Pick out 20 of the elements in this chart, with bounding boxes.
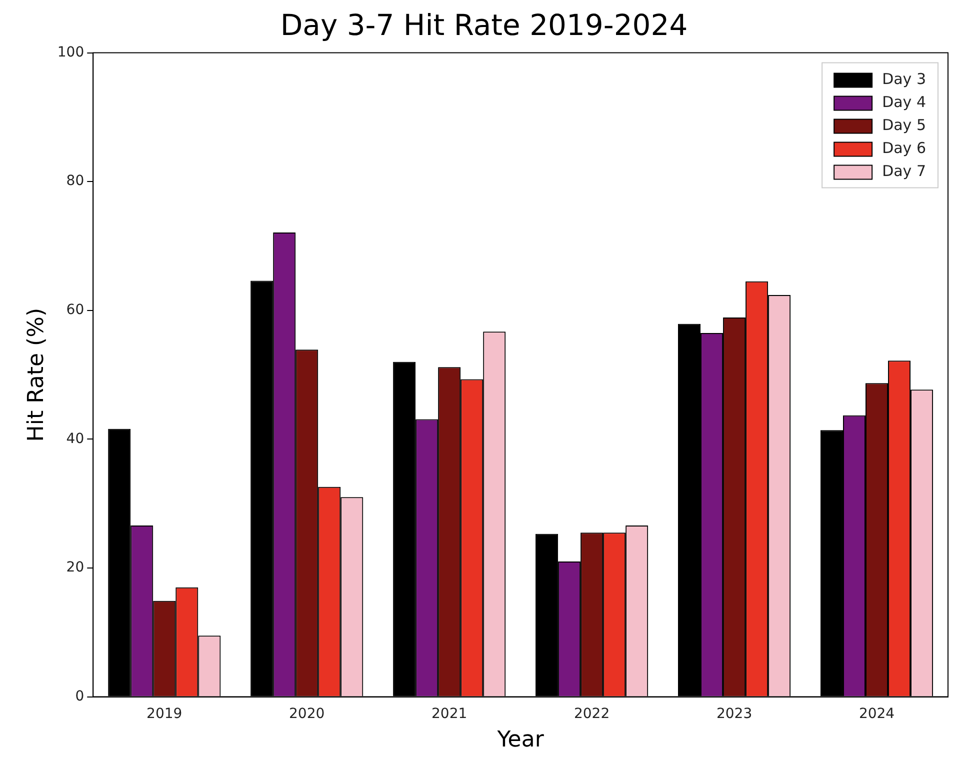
x-tick-label: 2024: [858, 706, 895, 722]
y-tick-label: 100: [57, 44, 84, 60]
legend-label: Day 3: [882, 70, 926, 88]
y-tick-label: 80: [66, 173, 84, 190]
x-tick-label: 2021: [432, 706, 468, 722]
x-tick-label: 2023: [716, 706, 752, 722]
y-tick-label: 60: [66, 302, 84, 318]
y-tick-label: 0: [75, 688, 84, 704]
y-tick-label: 40: [66, 430, 84, 447]
x-axis-title: Year: [496, 728, 545, 753]
legend-label: Day 4: [882, 93, 926, 112]
legend-label: Day 5: [882, 116, 926, 134]
y-tick-label: 20: [66, 560, 84, 576]
x-tick-label: 2022: [574, 706, 610, 722]
y-axis-title: Hit Rate (%): [24, 308, 49, 442]
legend-label: Day 7: [882, 162, 926, 180]
x-tick-label: 2019: [146, 706, 182, 722]
legend-label: Day 6: [882, 139, 926, 158]
chart-title: Day 3-7 Hit Rate 2019-2024: [280, 8, 688, 42]
x-tick-label: 2020: [289, 706, 325, 722]
